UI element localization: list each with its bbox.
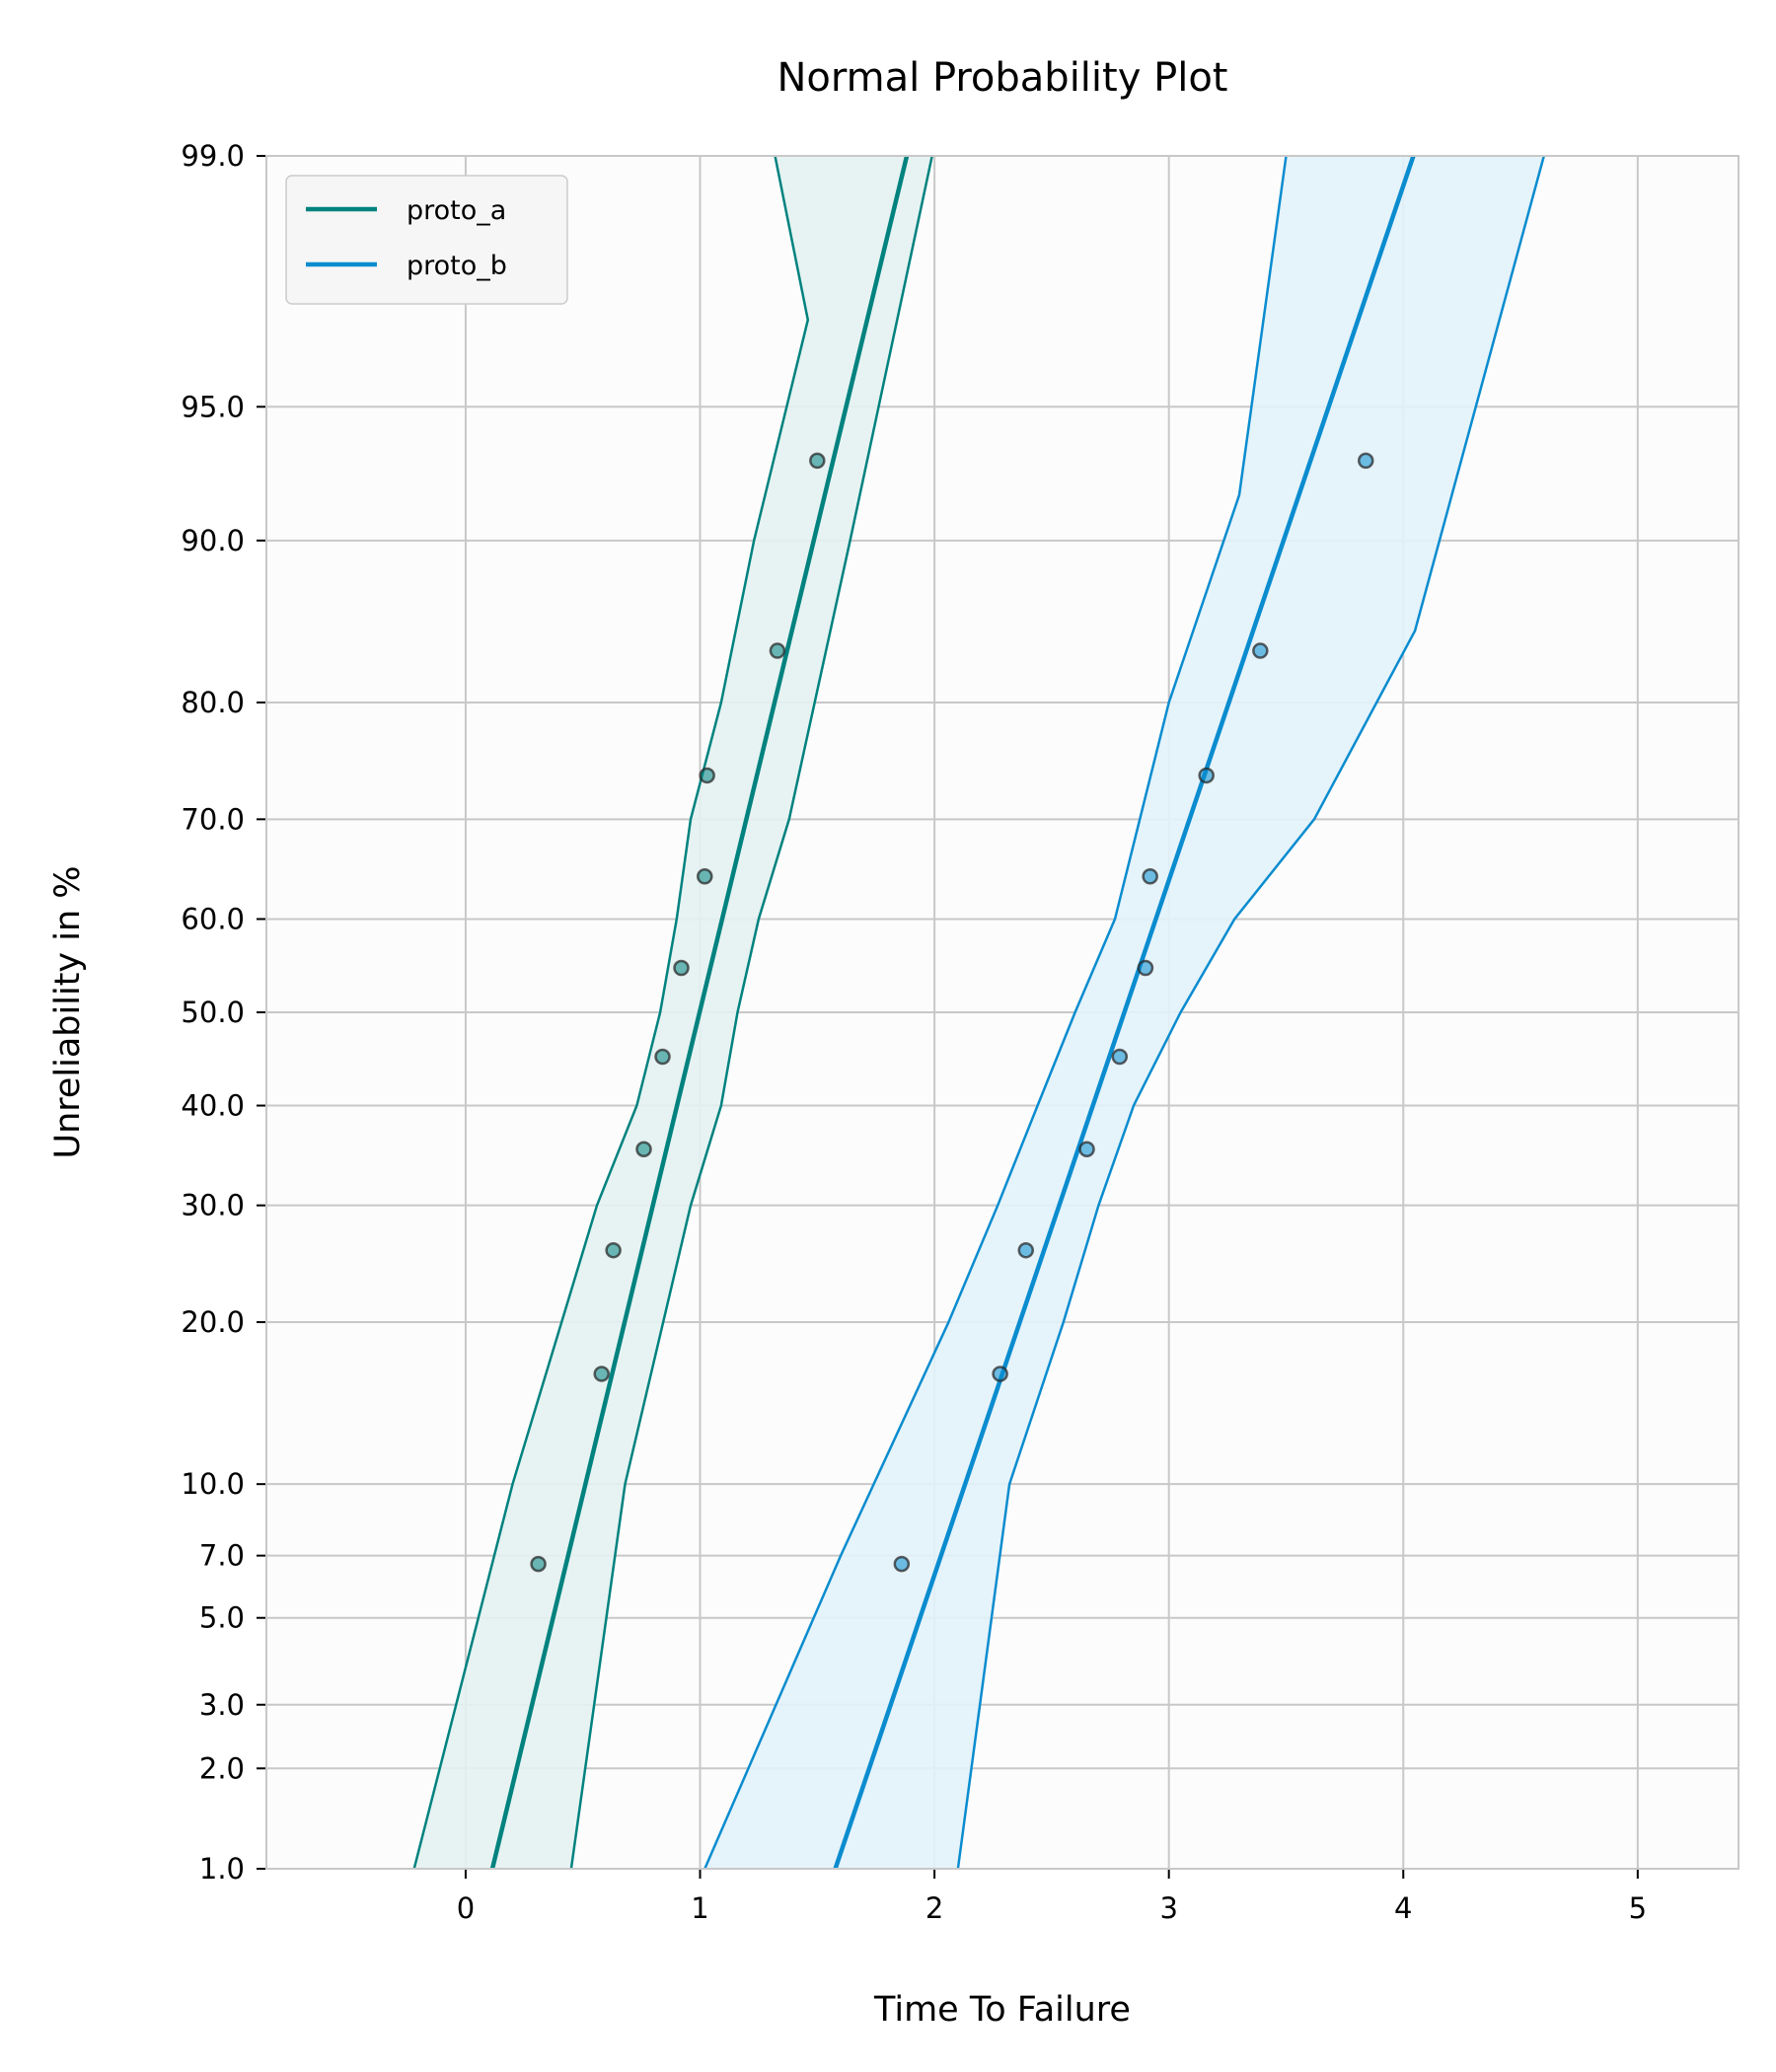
legend-label-proto_b: proto_b	[407, 251, 507, 281]
data-point	[1252, 642, 1269, 659]
x-tick-label: 3	[1159, 1891, 1177, 1925]
data-point	[699, 767, 715, 784]
series-layer	[412, 156, 1546, 1869]
axes: 0 1 2 3 4 5 1.0 2.0 3.0 5.0 7.0 10.0 20.0 30.0 40.0 50.…	[181, 139, 1739, 1925]
legend-label-proto_a: proto_a	[407, 195, 506, 226]
y-tick-label: 70.0	[181, 802, 245, 836]
data-point	[605, 1241, 622, 1259]
y-tick-label: 95.0	[181, 390, 245, 423]
legend: proto_a proto_b	[285, 175, 568, 305]
lower-bound-line	[412, 156, 810, 1869]
y-tick-label: 10.0	[181, 1467, 245, 1501]
data-point	[635, 1141, 652, 1157]
y-tick-label: 20.0	[181, 1305, 245, 1339]
y-tick-label: 60.0	[181, 902, 245, 935]
series-proto_a	[412, 156, 933, 1869]
lower-bound-line	[703, 156, 1288, 1869]
series-proto_b	[703, 156, 1546, 1869]
data-point	[530, 1555, 547, 1573]
y-tick-label: 3.0	[199, 1688, 245, 1722]
upper-bound-line	[956, 156, 1546, 1869]
x-tick-label: 4	[1394, 1891, 1412, 1925]
data-point	[1357, 452, 1374, 470]
data-point	[673, 959, 690, 977]
data-point	[1017, 1241, 1035, 1259]
data-point	[697, 868, 713, 885]
data-point	[1137, 959, 1154, 977]
data-point	[1142, 868, 1158, 885]
data-point	[1111, 1048, 1129, 1066]
y-tick-label: 40.0	[181, 1089, 245, 1123]
fit-line	[489, 156, 910, 1869]
y-tick-label: 90.0	[181, 524, 245, 557]
x-tick-label: 5	[1629, 1891, 1647, 1925]
x-axis-label: Time To Failure	[873, 1990, 1131, 2030]
y-tick-label: 30.0	[181, 1189, 245, 1222]
data-point	[1198, 767, 1215, 784]
fit-line	[833, 156, 1416, 1869]
y-tick-label: 99.0	[181, 139, 245, 173]
y-tick-label: 7.0	[199, 1539, 245, 1573]
y-axis-label: Unreliability in %	[48, 865, 88, 1158]
data-point	[593, 1366, 610, 1382]
x-tick-label: 1	[691, 1891, 708, 1925]
y-tick-label: 50.0	[181, 996, 245, 1029]
chart-title: Normal Probability Plot	[777, 55, 1228, 101]
y-tick-label: 1.0	[199, 1852, 245, 1886]
y-tick-label: 2.0	[199, 1751, 245, 1785]
plot-frame	[265, 155, 1739, 1870]
y-tick-label: 5.0	[199, 1601, 245, 1635]
data-point	[769, 642, 786, 659]
x-tick-label: 2	[925, 1891, 943, 1925]
data-point	[1078, 1141, 1095, 1157]
data-point	[893, 1555, 911, 1573]
data-point	[992, 1366, 1008, 1382]
data-point	[654, 1048, 671, 1066]
data-point	[809, 452, 826, 470]
upper-bound-line	[569, 156, 933, 1869]
x-tick-label: 0	[457, 1891, 475, 1925]
y-tick-label: 80.0	[181, 686, 245, 719]
